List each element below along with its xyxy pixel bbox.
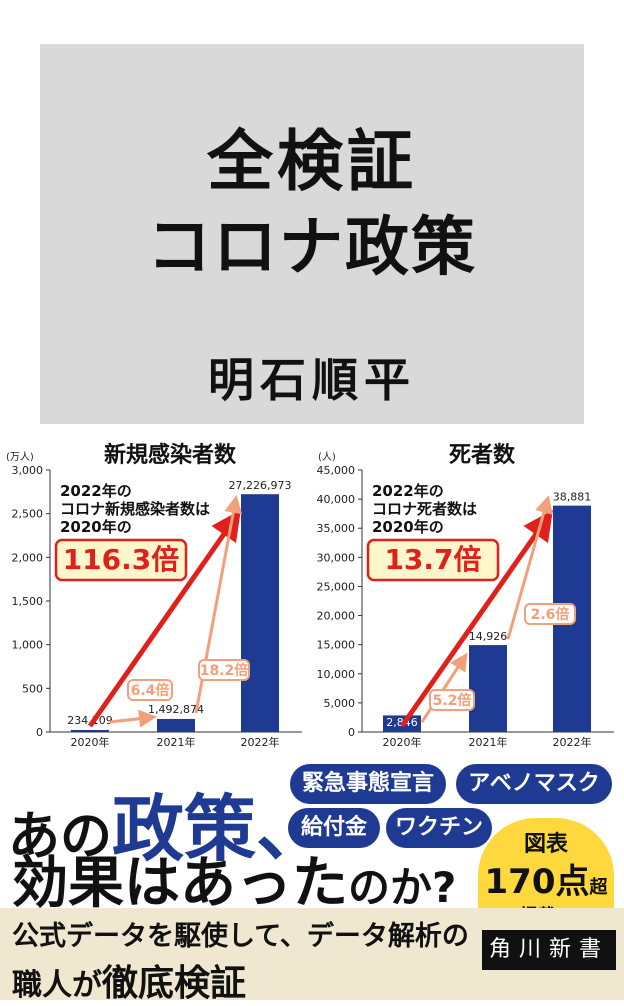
bar — [469, 645, 507, 732]
y-tick-label: 2,500 — [12, 508, 44, 521]
x-tick-label: 2021年 — [157, 735, 196, 749]
annotation-line: 2022年の — [372, 482, 444, 500]
chart-title: 死者数 — [449, 442, 516, 468]
step2-label: 18.2倍 — [200, 662, 249, 679]
chart-deaths: (人) 死者数 0 5,000 10,000 15,000 20,000 25,000 30,0… — [317, 442, 614, 749]
tag-benefit: 給付金 — [288, 808, 380, 848]
tag-vaccine: ワクチン — [386, 808, 492, 848]
book-title-line2: コロナ政策 — [147, 210, 477, 285]
y-tick-label: 0 — [348, 726, 355, 739]
y-tick-label: 1,000 — [12, 639, 44, 652]
tag-emergency-declaration: 緊急事態宣言 — [290, 764, 446, 804]
ratio-arrow-step2 — [506, 495, 553, 640]
ratio-main-box — [54, 538, 188, 582]
y-tick-label: 20,000 — [317, 610, 356, 623]
y-tick-label: 10,000 — [317, 668, 356, 681]
chart-unit: (人) — [318, 451, 336, 463]
catch-line1-a: あの — [8, 807, 113, 867]
chart-title: 新規感染者数 — [104, 442, 237, 468]
badge-count: 170点 — [484, 862, 590, 902]
x-tick-label: 2021年 — [469, 735, 508, 749]
bar — [241, 494, 279, 732]
y-tick-label: 1,500 — [12, 595, 44, 608]
title-panel: 全検証 コロナ政策 明石順平 — [40, 44, 584, 424]
y-tick-label: 2,000 — [12, 551, 44, 564]
subtitle-line2-a: 職人が — [12, 968, 102, 1003]
ratio-main-label: 13.7倍 — [384, 543, 481, 576]
y-tick-label: 45,000 — [317, 464, 356, 477]
chart-unit: (万人) — [6, 451, 34, 463]
subtitle-line2: 職人が徹底検証 — [12, 954, 246, 1006]
y-tick-label: 40,000 — [317, 493, 356, 506]
y-tick-label: 3,000 — [12, 464, 44, 477]
badge-count-suffix: 超 — [589, 877, 608, 898]
y-tick-label: 5,000 — [324, 697, 356, 710]
annotation-line: コロナ新規感染者数は — [60, 500, 210, 518]
step1-label-box — [429, 689, 475, 711]
annotation-line: コロナ死者数は — [372, 500, 477, 518]
publisher-logo: 角川新書 — [482, 930, 616, 970]
ratio-main-label: 116.3倍 — [63, 543, 180, 576]
tag-abenomask: アベノマスク — [456, 764, 612, 804]
x-tick-label: 2020年 — [383, 735, 422, 749]
step2-label-box — [524, 603, 576, 625]
book-author: 明石順平 — [208, 353, 416, 407]
data-label: 1,492,874 — [148, 703, 204, 716]
subtitle-line2-b: 徹底検証 — [102, 963, 247, 1004]
catch-line2-a: 効果はあった — [12, 851, 348, 916]
y-tick-label: 30,000 — [317, 551, 356, 564]
y-tick-label: 500 — [22, 682, 43, 695]
chart-new-infections: (万人) 新規感染者数 0 500 1,000 1,500 2,000 2,500 3,000 2… — [6, 442, 302, 749]
x-tick-label: 2020年 — [71, 735, 110, 749]
step2-label: 2.6倍 — [531, 606, 570, 623]
x-tick-label: 2022年 — [241, 735, 280, 749]
step1-label-box — [127, 679, 173, 701]
step1-label: 5.2倍 — [433, 692, 472, 709]
ratio-arrow-step1 — [420, 652, 468, 723]
annotation-line: 2020年の — [60, 518, 132, 536]
y-tick-label: 15,000 — [317, 639, 356, 652]
ratio-arrow-main — [399, 509, 553, 728]
badge-line2: 170点超 — [478, 854, 614, 903]
step1-label: 6.4倍 — [131, 682, 170, 699]
data-label: 14,926 — [469, 630, 508, 643]
catch-line2: 効果はあったのか? — [12, 838, 456, 919]
badge-line1: 図表 — [523, 832, 568, 857]
catch-line2-b: のか? — [348, 863, 457, 912]
data-label: 234,109 — [67, 714, 113, 727]
y-tick-label: 25,000 — [317, 580, 356, 593]
y-tick-label: 0 — [36, 726, 43, 739]
book-title-line1: 全検証 — [207, 122, 417, 200]
ratio-main-box — [366, 538, 500, 582]
ratio-arrow-main — [87, 509, 241, 728]
data-label: 38,881 — [553, 491, 592, 504]
annotation-line: 2022年の — [60, 482, 132, 500]
x-tick-label: 2022年 — [553, 735, 592, 749]
y-tick-label: 35,000 — [317, 522, 356, 535]
ratio-arrow-step1 — [109, 709, 157, 728]
subtitle-line1: 公式データを駆使して、データ解析の — [12, 921, 469, 952]
step2-label-box — [198, 659, 250, 681]
bar — [71, 729, 109, 732]
bar — [157, 718, 195, 732]
data-label: 27,226,973 — [229, 479, 292, 492]
annotation-line: 2020年の — [372, 518, 444, 536]
